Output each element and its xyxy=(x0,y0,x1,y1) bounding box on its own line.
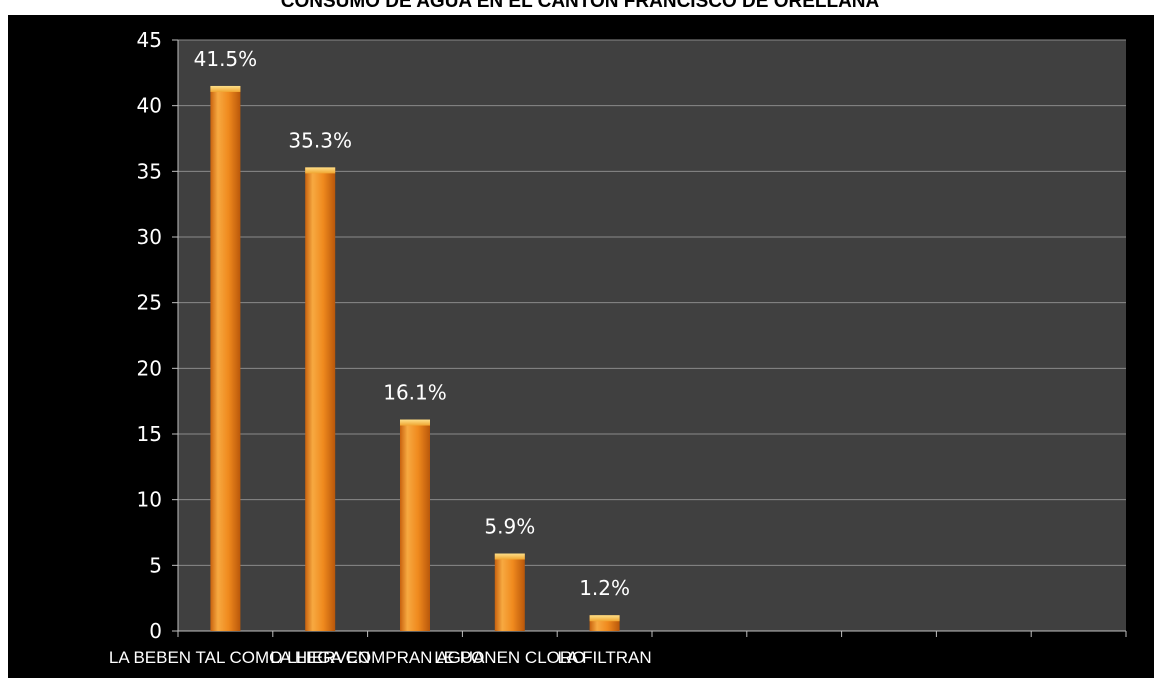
x-tick-label: LA BEBEN TAL COMO LLEGA xyxy=(109,648,343,667)
x-tick-label: LA FILTRAN xyxy=(558,648,652,667)
data-label: 35.3% xyxy=(288,128,352,152)
bar-cap xyxy=(210,85,241,92)
chart-title: CONSUMO DE AGUA EN EL CANTON FRANCISCO D… xyxy=(280,0,880,12)
bar-cap xyxy=(305,167,336,174)
y-tick-label: 5 xyxy=(149,553,162,577)
y-tick-labels: 0 5 10 15 20 25 30 35 40 45 xyxy=(137,28,162,643)
gridlines xyxy=(178,39,1126,566)
bar xyxy=(494,553,525,631)
data-label: 16.1% xyxy=(383,381,447,405)
y-tick-label: 30 xyxy=(137,225,162,249)
y-tick-label: 25 xyxy=(137,291,162,315)
y-tick-label: 35 xyxy=(137,159,162,183)
data-labels: 41.5% 35.3% 16.1% 5.9% 1.2% xyxy=(194,47,630,600)
bar-cap xyxy=(589,615,620,622)
x-tick-label: COMPRAN AGUA xyxy=(346,648,486,667)
data-label: 1.2% xyxy=(579,576,630,600)
bar xyxy=(400,419,430,631)
x-tick-label: LA HIERVEN xyxy=(270,648,370,667)
chart-frame: 41.5% 35.3% 16.1% 5.9% 1.2% 0 5 10 15 20 25 30 35 40… xyxy=(8,15,1154,678)
bar xyxy=(210,85,241,631)
y-tick-label: 40 xyxy=(137,94,162,118)
bar-chart: 41.5% 35.3% 16.1% 5.9% 1.2% 0 5 10 15 20 25 30 35 40… xyxy=(109,28,1127,667)
y-tick-label: 15 xyxy=(137,422,162,446)
y-tick-label: 20 xyxy=(137,356,162,380)
bars xyxy=(210,85,620,632)
y-tick-label: 10 xyxy=(137,488,162,512)
data-label: 5.9% xyxy=(484,515,535,539)
y-tick-label: 0 xyxy=(149,619,162,643)
bar xyxy=(305,167,336,632)
x-tick-label: LE PONEN CLORO xyxy=(434,648,585,667)
plot-area xyxy=(178,40,1126,631)
bar-cap xyxy=(494,553,525,560)
bar-cap xyxy=(400,419,430,426)
y-tick-label: 45 xyxy=(137,28,162,52)
data-label: 41.5% xyxy=(194,47,258,71)
